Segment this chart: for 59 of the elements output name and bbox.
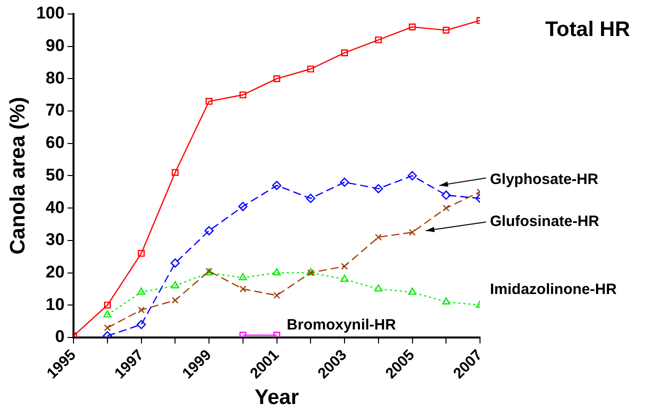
point bbox=[272, 268, 281, 276]
y-tick-label: 90 bbox=[46, 36, 65, 56]
point bbox=[273, 75, 280, 82]
point bbox=[272, 180, 282, 190]
point bbox=[172, 296, 179, 304]
point bbox=[238, 273, 247, 280]
point bbox=[442, 297, 450, 304]
series-label: Imidazolinone-HR bbox=[490, 281, 617, 298]
point bbox=[374, 284, 382, 292]
y-tick-label: 60 bbox=[46, 133, 65, 152]
point bbox=[341, 49, 348, 56]
point bbox=[408, 288, 416, 295]
point bbox=[442, 204, 450, 212]
y-tick-label: 30 bbox=[46, 230, 65, 250]
point bbox=[238, 202, 248, 212]
point bbox=[374, 234, 382, 241]
point bbox=[104, 324, 111, 332]
text: Total HR bbox=[545, 18, 630, 41]
series-label: Glyphosate-HR bbox=[490, 171, 599, 188]
y-tick-label: 50 bbox=[46, 165, 65, 184]
point bbox=[138, 306, 145, 314]
point bbox=[204, 226, 214, 236]
point bbox=[340, 178, 350, 187]
point bbox=[172, 169, 179, 176]
point bbox=[374, 184, 383, 194]
point bbox=[374, 36, 382, 44]
point bbox=[137, 288, 146, 295]
y-tick-label: 70 bbox=[46, 100, 65, 120]
point bbox=[103, 310, 112, 318]
point bbox=[104, 302, 111, 309]
point bbox=[239, 332, 246, 338]
y-tick-label: 0 bbox=[55, 327, 65, 346]
y-tick-label: 10 bbox=[46, 294, 65, 314]
series-label: Bromoxynil-HR bbox=[286, 316, 396, 334]
series-label: Glufosinate-HR bbox=[490, 213, 600, 230]
point bbox=[408, 228, 416, 236]
point bbox=[307, 66, 314, 72]
point bbox=[170, 258, 180, 268]
point bbox=[171, 281, 180, 288]
point bbox=[442, 190, 451, 200]
point bbox=[442, 26, 450, 34]
y-axis-title: Canola area (%) bbox=[6, 96, 30, 255]
point bbox=[136, 320, 146, 330]
point bbox=[273, 292, 280, 299]
y-tick-label: 20 bbox=[46, 262, 65, 282]
point bbox=[239, 286, 246, 292]
y-tick-label: 40 bbox=[46, 198, 65, 217]
point bbox=[408, 171, 417, 180]
point bbox=[273, 332, 280, 338]
point bbox=[239, 91, 246, 98]
point bbox=[306, 194, 316, 203]
y-tick-label: 100 bbox=[36, 4, 65, 23]
point bbox=[138, 250, 145, 257]
point bbox=[341, 262, 348, 270]
point bbox=[206, 98, 212, 105]
point bbox=[408, 24, 416, 30]
x-axis-title: Year bbox=[254, 386, 299, 410]
y-tick-label: 80 bbox=[46, 68, 65, 88]
point bbox=[340, 274, 349, 282]
